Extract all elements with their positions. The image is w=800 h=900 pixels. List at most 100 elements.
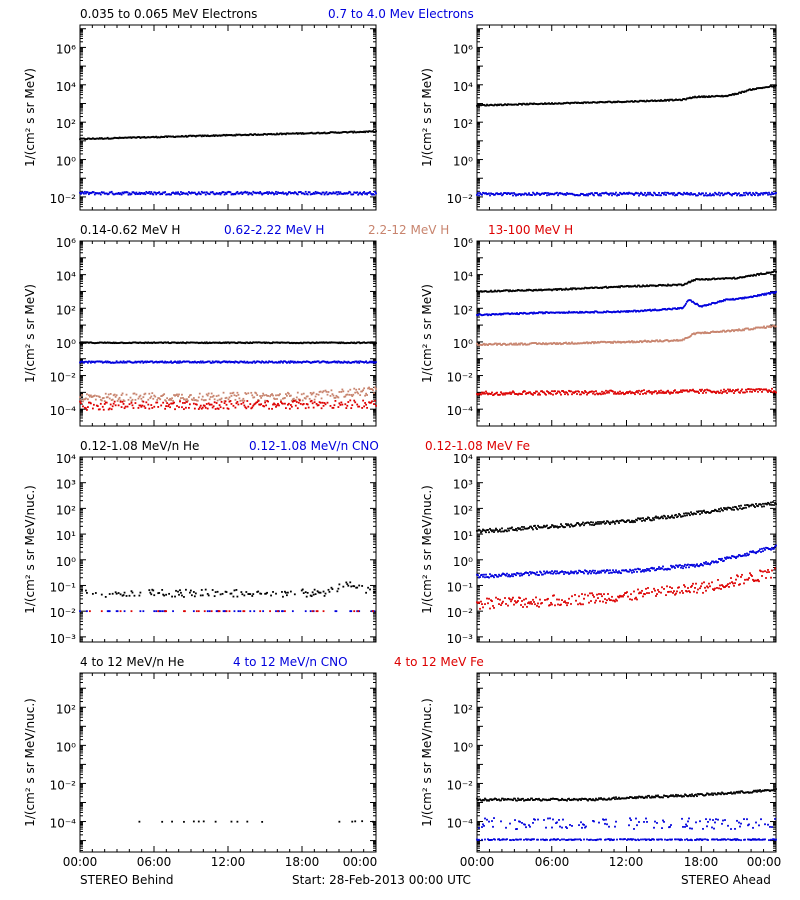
data-point <box>669 340 671 342</box>
data-point <box>306 132 309 135</box>
data-point <box>557 343 559 345</box>
data-point <box>750 193 752 196</box>
data-point <box>593 194 595 197</box>
data-point <box>276 341 278 344</box>
data-point <box>355 342 358 345</box>
data-point <box>164 191 167 193</box>
data-point <box>664 284 666 287</box>
data-point <box>99 398 102 401</box>
data-point <box>484 192 486 195</box>
data-point <box>492 193 494 195</box>
data-point <box>546 102 548 105</box>
data-point <box>120 136 123 139</box>
data-point <box>347 341 350 344</box>
data-point <box>528 343 530 346</box>
data-point <box>496 104 498 107</box>
data-point <box>96 360 99 363</box>
data-point <box>657 99 659 102</box>
data-point <box>667 389 669 392</box>
data-point <box>139 137 142 139</box>
data-point <box>311 610 314 613</box>
data-point <box>251 134 254 136</box>
data-point <box>273 133 275 136</box>
data-point <box>641 285 643 288</box>
data-point <box>502 193 504 196</box>
data-point <box>250 391 253 394</box>
data-point <box>116 342 119 344</box>
data-point <box>616 101 618 104</box>
data-point <box>341 403 344 406</box>
data-point <box>551 390 553 393</box>
data-point <box>194 361 197 364</box>
data-point <box>353 399 356 402</box>
data-point <box>366 130 368 133</box>
data-point <box>691 279 693 282</box>
data-point <box>198 192 201 195</box>
data-point <box>150 404 153 406</box>
data-point <box>208 341 211 344</box>
data-point <box>291 360 294 363</box>
data-point <box>152 193 155 196</box>
data-point <box>494 103 496 106</box>
data-point <box>107 393 110 396</box>
data-point <box>535 342 537 344</box>
data-point <box>741 90 743 93</box>
data-point <box>333 192 336 195</box>
data-point <box>256 341 259 344</box>
data-point <box>363 361 366 364</box>
data-point <box>561 311 563 314</box>
data-point <box>513 192 515 194</box>
data-point <box>730 390 732 393</box>
data-point <box>287 132 290 135</box>
data-point <box>769 390 771 392</box>
data-point <box>309 610 312 613</box>
data-point <box>647 100 649 102</box>
data-point <box>766 271 768 274</box>
data-point <box>99 341 102 344</box>
data-point <box>480 313 482 316</box>
data-point <box>506 312 508 315</box>
data-point <box>104 342 107 344</box>
data-point <box>724 192 726 195</box>
data-point <box>250 342 253 344</box>
data-point <box>640 285 642 288</box>
data-point <box>89 361 92 364</box>
data-point <box>181 361 183 364</box>
data-point <box>575 342 577 345</box>
data-point <box>753 388 755 391</box>
data-point <box>492 313 494 315</box>
data-point <box>642 393 644 395</box>
data-point <box>538 342 540 345</box>
data-point <box>533 288 535 291</box>
data-point <box>603 310 605 313</box>
data-point <box>716 390 718 393</box>
data-point <box>109 191 112 194</box>
data-point <box>569 102 571 105</box>
y-tick-label: 10⁶ <box>56 236 76 250</box>
data-point <box>672 307 674 310</box>
data-point <box>193 135 196 137</box>
data-point <box>252 360 255 363</box>
data-point <box>479 103 481 106</box>
data-point <box>206 360 209 363</box>
data-point <box>161 360 164 363</box>
data-point <box>313 192 316 195</box>
data-point <box>695 194 697 197</box>
data-point <box>514 103 516 106</box>
data-point <box>718 392 720 394</box>
data-point <box>186 135 188 138</box>
data-point <box>105 361 108 364</box>
data-point <box>109 137 112 140</box>
data-point <box>617 310 619 313</box>
data-point <box>211 589 214 591</box>
data-point <box>568 389 570 392</box>
data-point <box>538 192 540 195</box>
data-point <box>119 400 122 403</box>
data-point <box>237 133 240 136</box>
data-point <box>353 341 356 344</box>
data-point <box>296 360 299 363</box>
data-point <box>260 592 263 595</box>
data-point <box>353 610 356 613</box>
data-point <box>687 281 689 284</box>
data-point <box>121 136 124 139</box>
